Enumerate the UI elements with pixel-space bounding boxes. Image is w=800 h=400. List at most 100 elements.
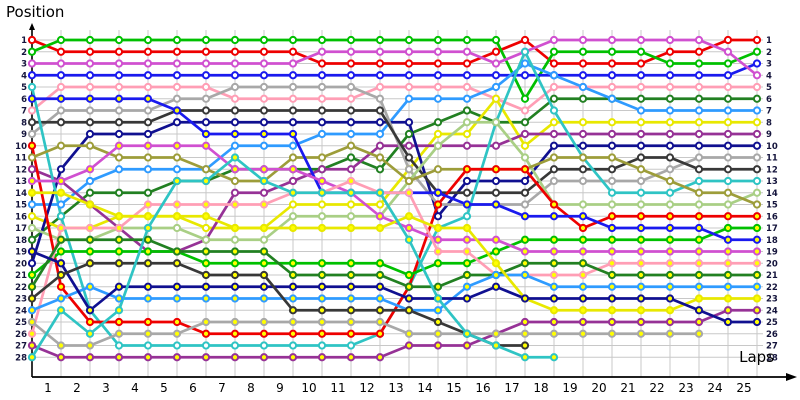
series-car-yellow-yellow-marker bbox=[85, 200, 95, 209]
series-car-lightblue-white-marker bbox=[85, 176, 95, 186]
series-car-cyan-yellow-marker bbox=[346, 188, 356, 197]
series-car-pink-yellow-marker bbox=[752, 259, 762, 268]
series-car-gray-yellow-marker bbox=[607, 329, 617, 338]
series-car-red-white-marker bbox=[636, 59, 646, 68]
series-car-red-white-marker bbox=[578, 59, 588, 68]
position-label-right: 26 bbox=[766, 330, 778, 340]
series-car-olive-white-marker bbox=[433, 165, 443, 174]
position-label-right: 4 bbox=[766, 71, 772, 81]
lap-tick-label: 25 bbox=[736, 381, 751, 395]
series-car-red-yellow-marker bbox=[462, 165, 472, 174]
series-car-lightblue-yellow-marker bbox=[752, 282, 762, 291]
lap-tick-label: 2 bbox=[73, 381, 81, 395]
series-car-purple-yellow-marker bbox=[85, 353, 95, 362]
series-car-green-white-marker bbox=[27, 47, 37, 56]
series-car-red-yellow-marker bbox=[752, 212, 762, 221]
position-label-left: 16 bbox=[15, 212, 27, 222]
series-car-cyan-yellow-marker bbox=[259, 176, 269, 186]
series-car-green-white-marker bbox=[143, 35, 153, 45]
series-car-pink-white-marker bbox=[85, 82, 95, 92]
series-car-red-yellow-marker bbox=[85, 317, 95, 327]
series-car-gray-white-marker bbox=[404, 165, 414, 174]
series-car-red-yellow-marker bbox=[520, 165, 530, 174]
position-label-right: 2 bbox=[766, 48, 772, 58]
series-car-cyan-yellow-marker bbox=[375, 188, 385, 197]
series-car-cyan-white-marker bbox=[259, 341, 269, 350]
series-car-purple-white-marker bbox=[549, 129, 559, 139]
series-car-blue-yellow-marker bbox=[288, 129, 298, 139]
series-car-pink-white-marker bbox=[259, 94, 269, 103]
lap-tick-label: 1 bbox=[44, 381, 52, 395]
series-car-yellow-white-marker bbox=[346, 200, 356, 209]
position-label-right: 12 bbox=[766, 165, 778, 175]
series-car-olive-white-marker bbox=[752, 200, 762, 209]
series-car-black-white-marker bbox=[56, 118, 66, 127]
series-car-gray-yellow-marker bbox=[491, 329, 501, 338]
series-car-violet-yellow-marker bbox=[56, 176, 66, 186]
series-car-cyan-white-marker bbox=[665, 188, 675, 197]
series-car-pink-white-marker bbox=[549, 82, 559, 92]
series-car-gray-yellow-marker bbox=[636, 329, 646, 338]
series-car-navy-yellow-marker bbox=[694, 306, 704, 315]
series-car-navy-yellow-marker bbox=[201, 282, 211, 291]
series-car-green-white-marker bbox=[723, 59, 733, 68]
series-car-violet-yellow-marker bbox=[433, 235, 443, 244]
series-car-darkgreen-yellow-marker bbox=[85, 235, 95, 244]
series-car-red-white-marker bbox=[665, 47, 675, 56]
series-car-purple-yellow-marker bbox=[172, 353, 182, 362]
series-car-navy-white-marker bbox=[317, 118, 327, 127]
lap-tick-label: 17 bbox=[504, 381, 519, 395]
series-car-green-white-marker bbox=[433, 35, 443, 45]
lap-tick-label: 20 bbox=[591, 381, 606, 395]
series-car-pink-yellow-marker bbox=[27, 329, 37, 338]
series-car-palegreen-white-marker bbox=[172, 223, 182, 233]
series-car-gray-white-marker bbox=[636, 176, 646, 186]
series-car-gray-white-marker bbox=[27, 129, 37, 139]
series-car-green-yellow-marker bbox=[375, 259, 385, 268]
series-car-lightblue-yellow-marker bbox=[665, 282, 675, 291]
series-car-red-white-marker bbox=[491, 47, 501, 56]
series-car-green-yellow-marker bbox=[665, 235, 675, 244]
series-car-yellow-yellow-marker bbox=[317, 223, 327, 233]
series-car-violet-white-marker bbox=[752, 71, 762, 80]
series-car-blue-yellow-marker bbox=[85, 94, 95, 103]
series-car-green-yellow-marker bbox=[607, 235, 617, 244]
position-label-right: 23 bbox=[766, 295, 778, 305]
series-car-darkgreen-white-marker bbox=[723, 94, 733, 103]
position-label-right: 8 bbox=[766, 118, 772, 128]
x-axis-arrow-icon bbox=[786, 373, 797, 381]
series-car-darkgreen-white-marker bbox=[27, 235, 37, 244]
series-car-red-white-marker bbox=[694, 47, 704, 56]
series-car-yellow-yellow-marker bbox=[201, 212, 211, 221]
series-car-olive-white-marker bbox=[85, 141, 95, 150]
series-car-navy-yellow-marker bbox=[752, 317, 762, 327]
series-car-black-white-line bbox=[30, 109, 759, 195]
series-car-purple-yellow-marker bbox=[433, 341, 443, 350]
series-car-blue-yellow-marker bbox=[665, 223, 675, 233]
series-car-lightblue-white-marker bbox=[491, 82, 501, 92]
series-car-blue-yellow-marker bbox=[114, 94, 124, 103]
series-car-purple-yellow-marker bbox=[607, 317, 617, 327]
series-car-violet-yellow-marker bbox=[404, 223, 414, 233]
series-car-yellow-yellow-marker bbox=[752, 294, 762, 303]
series-car-purple-yellow-marker bbox=[404, 341, 414, 350]
position-label-right: 9 bbox=[766, 130, 772, 140]
series-car-blue-yellow-marker bbox=[607, 223, 617, 233]
series-car-violet-white-marker bbox=[607, 35, 617, 45]
series-car-yellow-yellow-marker bbox=[114, 212, 124, 221]
series-car-pink-yellow-marker bbox=[346, 176, 356, 186]
position-label-right: 19 bbox=[766, 248, 778, 258]
series-car-black-white-marker bbox=[317, 106, 327, 115]
lap-tick-label: 8 bbox=[247, 381, 255, 395]
series-car-purple-yellow-marker bbox=[259, 353, 269, 362]
series-car-lightblue-yellow-marker bbox=[607, 282, 617, 291]
series-car-cyan-yellow-marker bbox=[462, 329, 472, 338]
series-car-gray-yellow-marker bbox=[201, 317, 211, 327]
series-car-yellow-white-marker bbox=[27, 212, 37, 221]
series-car-green-yellow-marker bbox=[491, 247, 501, 256]
series-car-red-yellow-marker bbox=[549, 200, 559, 209]
series-car-purple-yellow-line bbox=[30, 308, 759, 359]
series-car-purple-white-marker bbox=[636, 129, 646, 139]
series-car-violet-white-marker bbox=[85, 59, 95, 68]
series-car-violet-yellow-marker bbox=[491, 235, 501, 244]
